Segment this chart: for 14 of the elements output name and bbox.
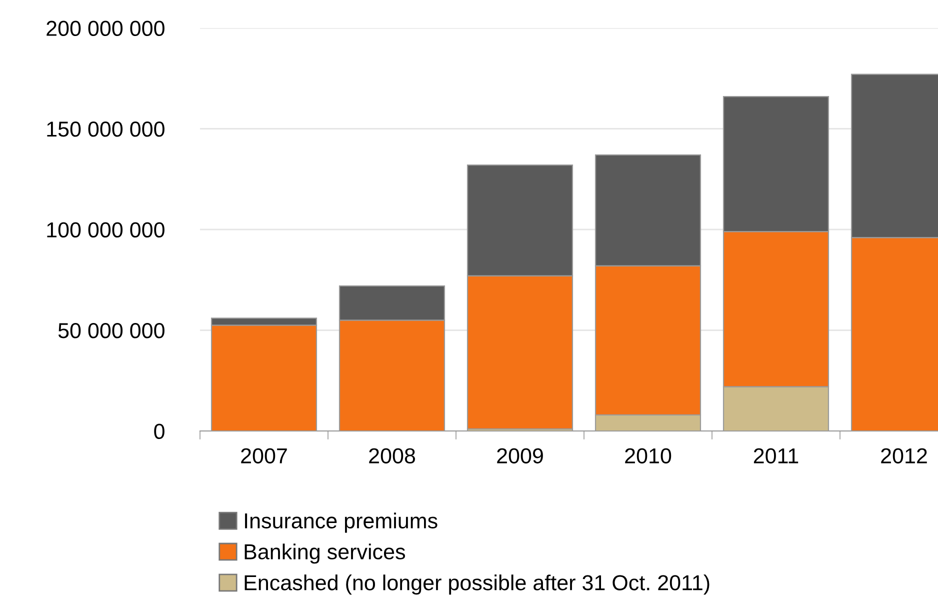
x-tick-label: 2009: [497, 448, 543, 464]
y-tick-label: 100 000 000: [47, 222, 164, 238]
x-tick-label: 2012: [881, 448, 927, 464]
y-tick-label: 50 000 000: [58, 323, 164, 338]
y-tick-label: 0: [154, 424, 164, 440]
x-tick-label: 2010: [625, 448, 672, 464]
legend-label: Encashed (no longer possible after 31 Oct. 2011): [244, 574, 710, 595]
y-tick-label: 200 000 000: [46, 20, 164, 36]
x-tick-label: 2008: [369, 448, 416, 464]
y-tick-label: 150 000 000: [47, 122, 164, 137]
x-tick-label: 2011: [754, 448, 798, 464]
legend-label: Banking services: [244, 544, 406, 564]
x-tick-label: 2007: [241, 448, 287, 464]
legend-label: Insurance premiums: [245, 512, 438, 533]
